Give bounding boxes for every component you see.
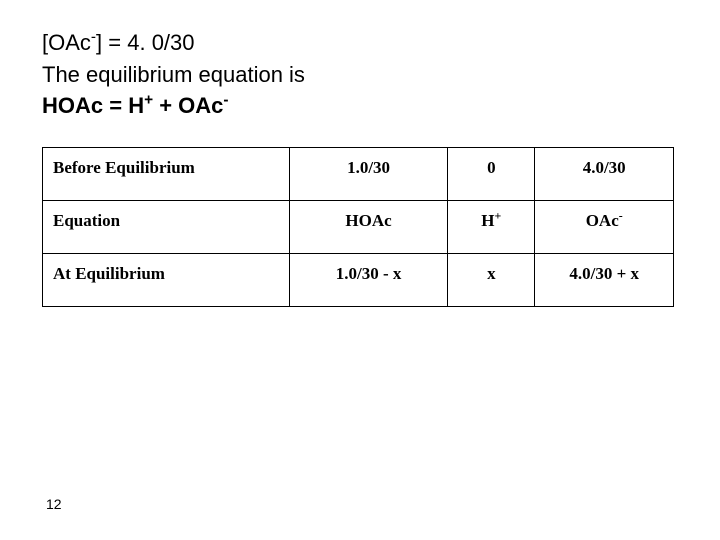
table-row: At Equilibrium 1.0/30 - x x 4.0/30 + x: [43, 254, 674, 307]
equilibrium-table: Before Equilibrium 1.0/30 0 4.0/30 Equat…: [42, 147, 674, 307]
intro-line1-post: ] = 4. 0/30: [96, 30, 194, 55]
eqn-sup2: -: [223, 92, 228, 109]
eqn-lhs: HOAc = H: [42, 93, 144, 118]
intro-line-1: [OAc-] = 4. 0/30: [42, 28, 678, 58]
row2-c2: x: [448, 254, 535, 307]
row1-label: Equation: [43, 201, 290, 254]
table-row: Before Equilibrium 1.0/30 0 4.0/30: [43, 148, 674, 201]
row1-c2-pre: H: [481, 211, 494, 230]
row2-c3: 4.0/30 + x: [535, 254, 674, 307]
row1-c2: H+: [448, 201, 535, 254]
row1-c3: OAc-: [535, 201, 674, 254]
page-number: 12: [46, 496, 62, 512]
row0-c1: 1.0/30: [289, 148, 447, 201]
eqn-mid: + OAc: [153, 93, 223, 118]
intro-text: [OAc-] = 4. 0/30 The equilibrium equatio…: [42, 28, 678, 121]
row2-c1: 1.0/30 - x: [289, 254, 447, 307]
row1-c3-pre: OAc: [586, 211, 619, 230]
intro-line-2: The equilibrium equation is: [42, 60, 678, 90]
row1-c3-sup: -: [619, 208, 623, 222]
intro-equation: HOAc = H+ + OAc-: [42, 91, 678, 121]
intro-line1-pre: [OAc: [42, 30, 91, 55]
row1-c1: HOAc: [289, 201, 447, 254]
eqn-sup1: +: [144, 92, 153, 109]
row0-c3: 4.0/30: [535, 148, 674, 201]
table-row: Equation HOAc H+ OAc-: [43, 201, 674, 254]
row0-c2: 0: [448, 148, 535, 201]
row0-label: Before Equilibrium: [43, 148, 290, 201]
row1-c2-sup: +: [495, 208, 502, 222]
slide-page: [OAc-] = 4. 0/30 The equilibrium equatio…: [0, 0, 720, 540]
row2-label: At Equilibrium: [43, 254, 290, 307]
